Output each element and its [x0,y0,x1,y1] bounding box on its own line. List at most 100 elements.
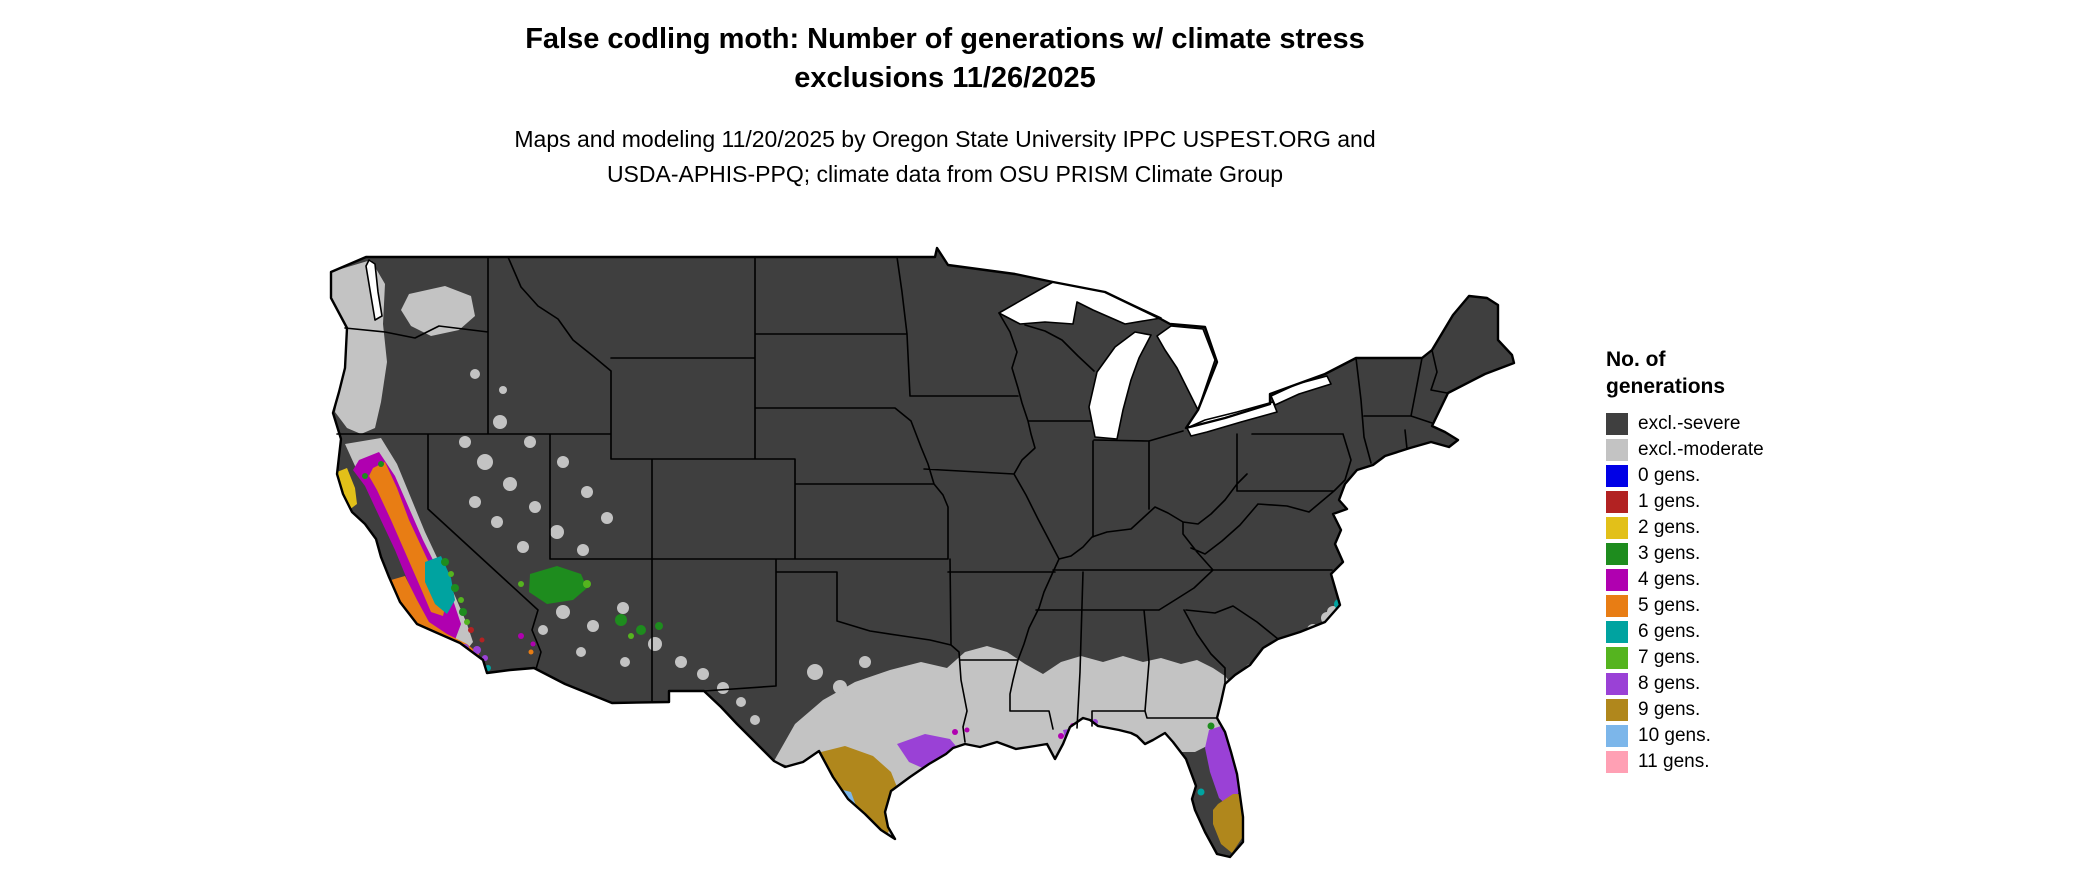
legend-item-g5: 5 gens. [1606,593,1836,619]
map-speck [1058,733,1064,739]
legend-swatch-g7 [1606,646,1628,669]
speckles-ca-7gens [448,571,470,625]
speckles-great-basin-moderate [459,369,613,556]
map-speck [577,544,589,556]
region-south-texas-9gens [813,746,899,838]
map-speck [473,646,481,654]
map-speck [491,516,503,528]
map-speck [468,627,474,633]
map-speck [1227,726,1233,732]
legend-label: 0 gens. [1638,464,1701,486]
map-speck [655,622,663,630]
legend-swatch-g8 [1606,672,1628,695]
map-speck [1201,866,1206,871]
map-speck [964,727,970,733]
speckles-texas-hill-country-moderate [807,656,871,694]
map-speck [477,454,493,470]
legend-swatch-g5 [1606,594,1628,617]
region-ca-south-valley-6gens [425,556,455,614]
map-speck [1265,650,1281,666]
map-speck [952,729,958,735]
legend-item-g1: 1 gens. [1606,489,1836,515]
map-speck [503,477,517,491]
map-speck [459,436,471,448]
legend-swatch-g10 [1606,724,1628,747]
map-speck [1211,872,1216,877]
legend-swatch-sev [1606,412,1628,435]
legend-label: excl.-moderate [1638,438,1764,460]
legend-label: 1 gens. [1638,490,1701,512]
map-speck [441,558,449,566]
dot-florida-gulf-6gens [1197,788,1205,796]
region-columbia-basin-moderate [401,286,475,336]
map-speck [470,369,480,379]
map-speck [529,501,541,513]
map-speck [750,715,760,725]
puget-sound [365,259,383,321]
legend-title: No. of generations [1606,346,1836,401]
legend-item-g4: 4 gens. [1606,567,1836,593]
map-speck [499,386,507,394]
legend-item-g8: 8 gens. [1606,671,1836,697]
map-speck [451,584,459,592]
legend-label: 2 gens. [1638,516,1701,538]
us-map [325,232,1555,887]
legend-item-g3: 3 gens. [1606,541,1836,567]
legend-swatch-g3 [1606,542,1628,565]
map-speck [1221,876,1226,881]
map-speck [550,525,564,539]
legend-item-g2: 2 gens. [1606,515,1836,541]
map-speck [469,496,481,508]
map-speck [448,571,454,577]
legend-label: 6 gens. [1638,620,1701,642]
map-speck [1286,637,1300,651]
lakes [365,259,1332,440]
legend-swatch-g9 [1606,698,1628,721]
map-speck [528,649,534,655]
lake-erie [1186,401,1278,437]
legend-label: 9 gens. [1638,698,1701,720]
region-louisiana-delta-8gens [1063,726,1117,762]
map-speck [517,541,529,553]
legend-item-g10: 10 gens. [1606,723,1836,749]
map-speck [648,637,662,651]
legend-title-line1: No. of [1606,348,1666,371]
region-ca-north-coast-2gens [337,468,357,510]
map-speck [378,461,384,467]
legend-title-line2: generations [1606,375,1726,399]
region-az-mogollon-3gens [529,566,587,604]
legend-item-mod: excl.-moderate [1606,437,1836,463]
map-speck [601,512,613,524]
map-speck [1244,663,1262,681]
map-speck [587,620,599,632]
map-speck [617,602,629,614]
legend-item-g6: 6 gens. [1606,619,1836,645]
map-speck [833,680,847,694]
speckles-texas-coast-4gens [952,727,970,735]
speckles-az-nm-green [518,580,663,655]
map-speck [557,456,569,468]
us-outline [329,246,1516,859]
page-subtitle-line2: USDA-APHIS-PPQ; climate data from OSU PR… [606,160,1284,187]
map-speck [458,597,464,603]
legend-item-g0: 0 gens. [1606,463,1836,489]
legend-item-g7: 7 gens. [1606,645,1836,671]
legend: No. of generations excl.-severe excl.-mod… [1606,346,1836,775]
legend-swatch-g0 [1606,464,1628,487]
map-speck [331,248,1514,881]
map-speck [736,697,746,707]
map-speck [524,436,536,448]
legend-item-g11: 11 gens. [1606,749,1836,775]
legend-label: 3 gens. [1638,542,1701,564]
map-speck [717,682,729,694]
region-florida-south-9gens [1213,794,1246,853]
lake-michigan [1088,331,1152,440]
map-speck [464,619,470,625]
legend-label: 7 gens. [1638,646,1701,668]
legend-swatch-g2 [1606,516,1628,539]
map-speck [615,614,627,626]
map-speck [576,647,586,657]
legend-label: 8 gens. [1638,672,1701,694]
map-speck [697,668,709,680]
map-speck [518,633,524,639]
